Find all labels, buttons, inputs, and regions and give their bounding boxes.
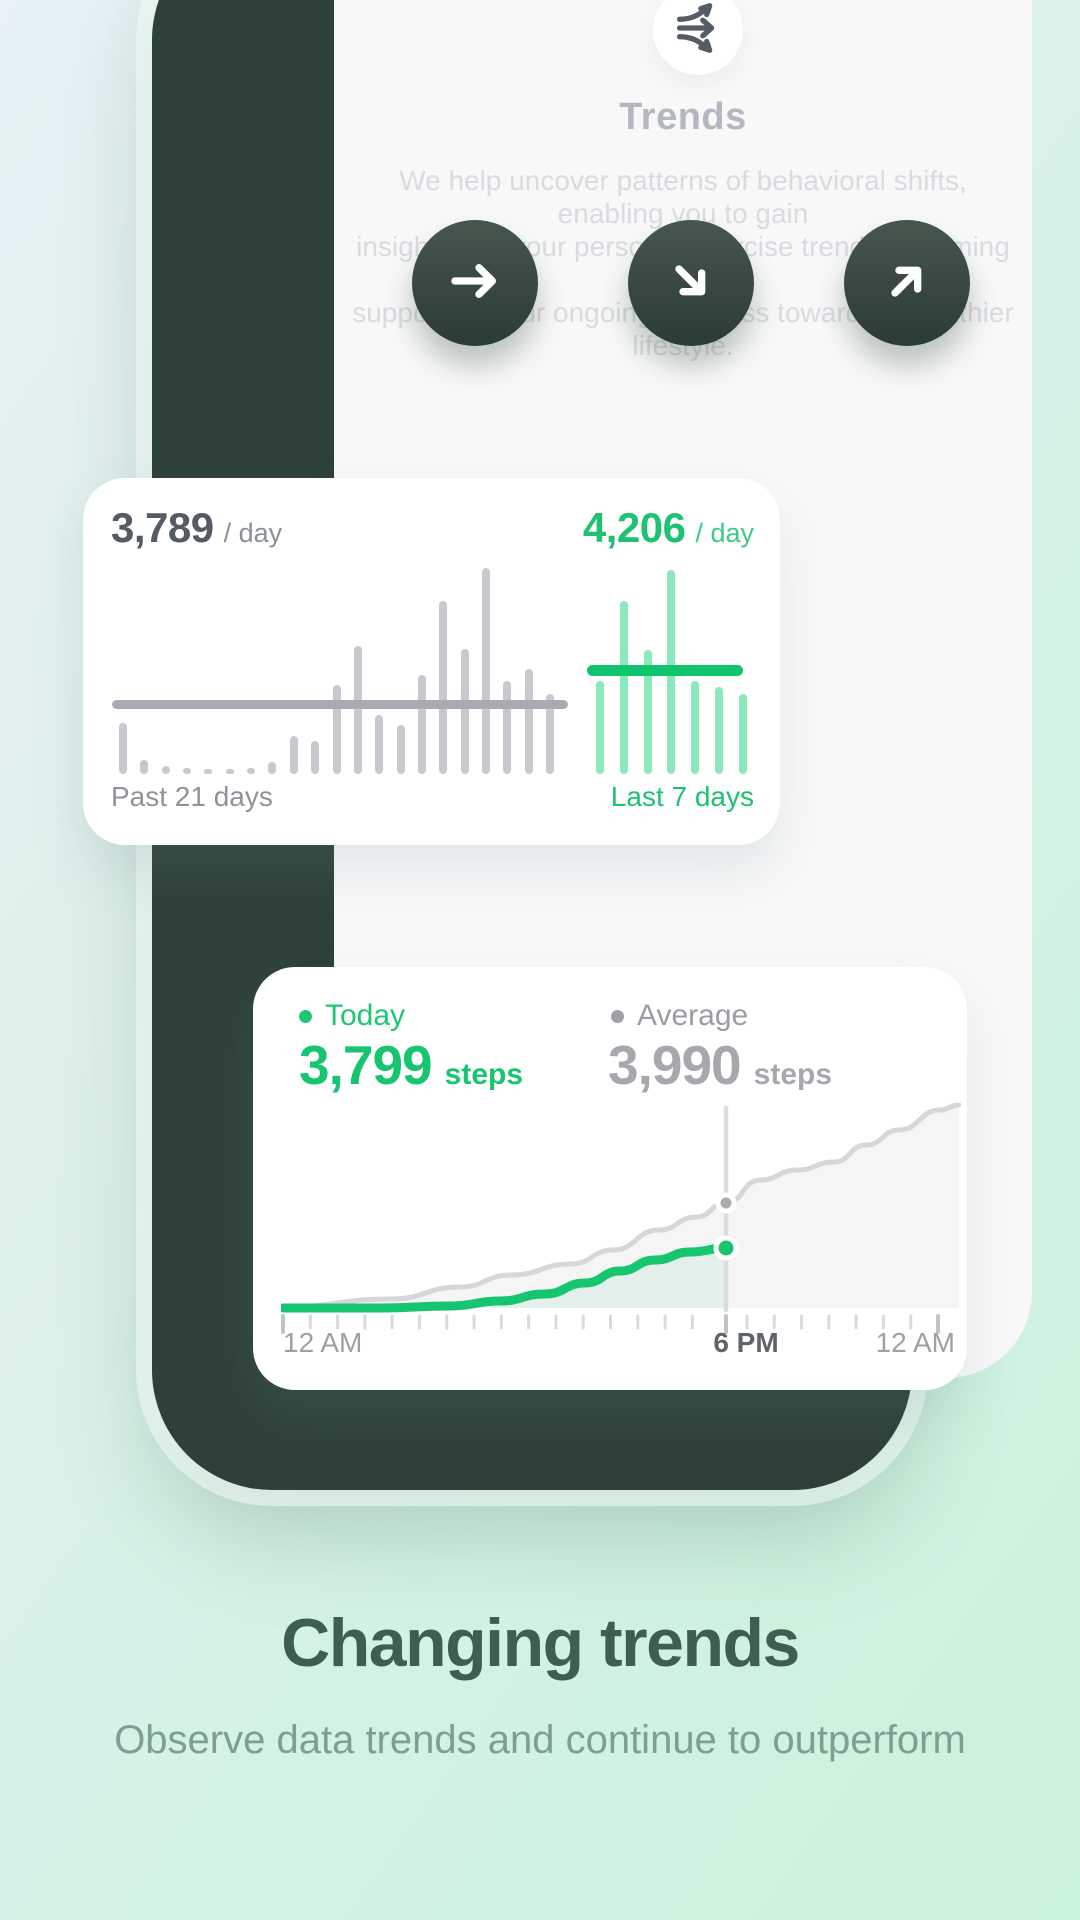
today-line-path <box>281 1243 731 1313</box>
today-area <box>283 1248 726 1308</box>
bar <box>619 601 628 774</box>
bar <box>247 768 256 774</box>
average-line <box>587 664 743 676</box>
headline: Changing trends <box>281 1605 800 1681</box>
today-cursor-dot <box>713 1235 739 1261</box>
bar <box>524 669 533 774</box>
subtitle: Observe data trends and continue to outp… <box>114 1718 966 1762</box>
bar <box>715 687 723 774</box>
legend-today: Today <box>299 999 405 1033</box>
today-steps-number: 3,799 <box>299 1034 433 1096</box>
axis-label-start: 12 AM <box>283 1327 363 1358</box>
bar <box>417 675 426 774</box>
bar <box>546 694 554 774</box>
arrow-up-right-button[interactable] <box>844 220 970 346</box>
bar-comparison-card: 3,789 / day 4,206 / day Past 21 days Las… <box>83 478 780 845</box>
green-dot-icon <box>299 1009 312 1023</box>
bar <box>204 769 213 774</box>
arrow-down-right-button[interactable] <box>628 220 754 346</box>
past-average-value: 3,789 / day <box>111 504 282 552</box>
legend-average-label: Average <box>637 999 749 1032</box>
bar <box>738 694 747 774</box>
average-steps-number: 3,990 <box>608 1034 742 1096</box>
past-period-label: Past 21 days <box>111 781 273 812</box>
past-average-unit: / day <box>223 518 283 548</box>
bar-chart <box>83 478 780 845</box>
average-area <box>283 1105 959 1308</box>
bar <box>140 760 149 774</box>
arrow-right-button[interactable] <box>412 220 538 346</box>
today-steps-value: 3,799 steps <box>299 1033 523 1097</box>
page-title: Trends <box>619 96 747 138</box>
past-average-number: 3,789 <box>111 504 214 551</box>
bar <box>161 766 170 774</box>
bar <box>268 762 277 774</box>
bar <box>596 681 604 774</box>
today-steps-unit: steps <box>444 1058 524 1091</box>
gray-dot-icon <box>611 1009 624 1023</box>
average-line-path <box>281 1102 961 1310</box>
bar <box>183 768 192 774</box>
average-line <box>112 699 568 709</box>
bar <box>311 741 320 774</box>
recent-average-unit: / day <box>695 518 754 548</box>
bar <box>643 650 652 774</box>
bar <box>353 646 362 774</box>
line-chart-card: Today Average 3,799 steps 3,990 steps 12… <box>253 967 967 1390</box>
bar <box>396 725 405 774</box>
axis-label-end: 12 AM <box>875 1327 955 1358</box>
bar <box>481 568 490 774</box>
bar-card-header: 3,789 / day 4,206 / day <box>111 504 754 552</box>
legend-average: Average <box>611 999 748 1033</box>
average-steps-value: 3,990 steps <box>608 1033 832 1097</box>
line-chart-svg <box>281 1102 961 1334</box>
average-steps-unit: steps <box>753 1058 833 1091</box>
legend-today-label: Today <box>325 999 406 1032</box>
recent-average-number: 4,206 <box>582 504 686 551</box>
recent-average-value: 4,206 / day <box>583 504 754 552</box>
bar <box>332 685 341 774</box>
bar <box>119 723 127 774</box>
arrow-right-icon <box>443 249 507 318</box>
trends-badge <box>653 0 743 75</box>
bar <box>691 681 700 774</box>
bar <box>503 681 512 774</box>
x-axis-labels: 12 AM 6 PM 12 AM <box>281 1327 961 1361</box>
arrow-down-right-icon <box>659 249 723 318</box>
average-cursor-dot <box>715 1192 737 1214</box>
diverging-arrows-icon <box>667 0 729 64</box>
bar <box>439 601 448 774</box>
bar <box>225 769 234 774</box>
bar <box>375 715 384 774</box>
bar <box>289 736 298 774</box>
bar <box>460 649 469 774</box>
recent-period-label: Last 7 days <box>610 781 754 812</box>
axis-label-cursor: 6 PM <box>713 1327 779 1358</box>
arrow-up-right-icon <box>875 249 939 318</box>
